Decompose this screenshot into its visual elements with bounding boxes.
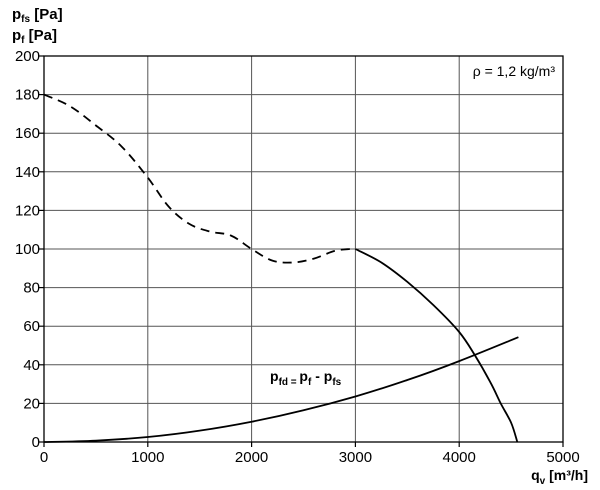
series-line-1 <box>354 248 519 443</box>
y-tick-label: 80 <box>23 280 40 297</box>
y-title-2-main: p <box>12 27 22 44</box>
y-tick-label: 160 <box>15 125 40 142</box>
y-tick-label: 40 <box>23 357 40 374</box>
y-axis-title-pf: pf [Pa] <box>12 27 57 50</box>
y-title-1-sub: fs <box>21 14 31 25</box>
y-title-2-unit: [Pa] <box>24 27 58 44</box>
y-title-1-main: p <box>12 6 22 23</box>
y-tick-label: 180 <box>15 87 40 104</box>
x-tick-label: 5000 <box>546 449 579 466</box>
y-tick-label: 20 <box>23 395 40 412</box>
x-tick-label: 1000 <box>131 449 164 466</box>
series-line-2 <box>43 336 519 443</box>
y-tick-label: 200 <box>15 48 40 65</box>
y-tick-label: 60 <box>23 318 40 335</box>
curves <box>43 93 519 443</box>
y-title-2-sub: f <box>21 35 25 46</box>
x-tick-label: 0 <box>40 449 48 466</box>
plot-frame <box>43 55 564 443</box>
x-tick-label: 2000 <box>235 449 268 466</box>
density-note: ρ = 1,2 kg/m³ <box>473 63 556 79</box>
series-line-0 <box>43 93 351 264</box>
x-tick-label: 3000 <box>339 449 372 466</box>
y-tick-label: 100 <box>15 241 40 258</box>
formula-label: pfd = pf - pfs <box>270 368 342 388</box>
y-tick-label: 0 <box>32 434 40 451</box>
y-axis-title-pfs: pfs [Pa] <box>12 6 63 29</box>
y-title-1-unit: [Pa] <box>30 6 63 23</box>
x-axis-title: qv [m³/h] <box>531 467 588 487</box>
y-tick-label: 140 <box>15 164 40 181</box>
grid <box>43 55 564 443</box>
y-tick-label: 120 <box>15 202 40 219</box>
x-tick-label: 4000 <box>443 449 476 466</box>
